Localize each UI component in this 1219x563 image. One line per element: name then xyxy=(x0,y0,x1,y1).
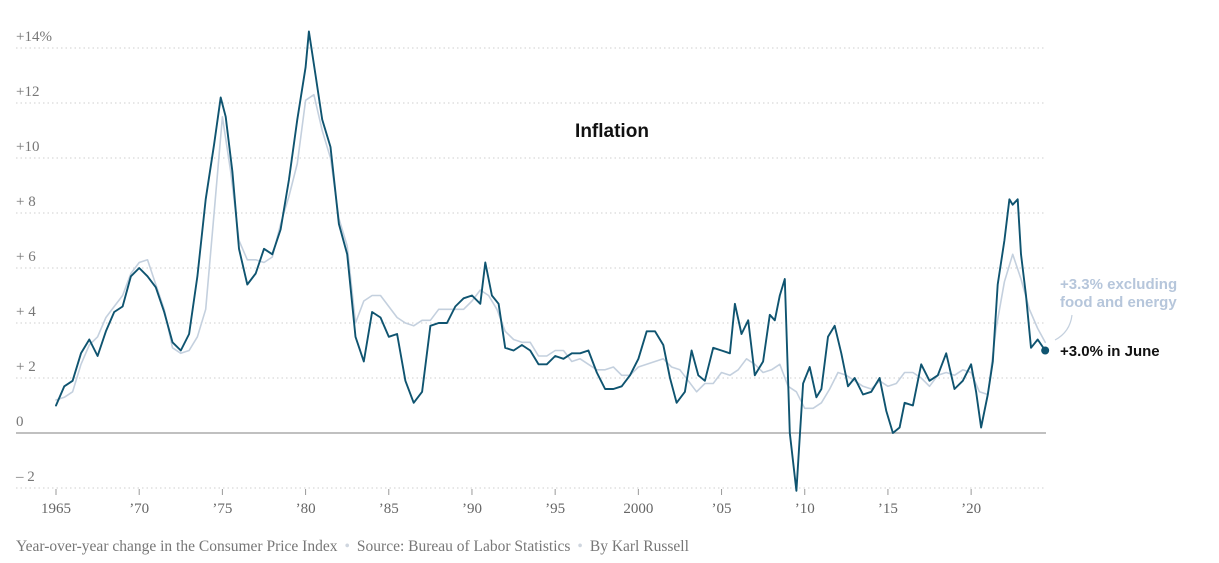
footer-description: Year-over-year change in the Consumer Pr… xyxy=(16,538,338,555)
y-tick-label: – 2 xyxy=(15,469,35,485)
x-tick-label: ’15 xyxy=(878,501,898,517)
y-tick-label: + 4 xyxy=(16,304,36,320)
y-axis-ticks: +14% +12 +10 + 8 + 6 + 4 + 2 0 – 2 xyxy=(15,29,52,485)
core-label-leader xyxy=(1054,314,1073,341)
gridlines xyxy=(16,47,1046,489)
y-tick-label: + 6 xyxy=(16,249,36,265)
y-tick-label: +12 xyxy=(16,84,39,100)
y-tick-label: 0 xyxy=(16,414,24,430)
x-tick-label: ’85 xyxy=(379,501,399,517)
headline-end-dot xyxy=(1041,346,1050,355)
inflation-chart: +14% +12 +10 + 8 + 6 + 4 + 2 0 – 2 1965 ’70 ’75 ’80… xyxy=(15,29,1177,517)
x-tick-label: ’70 xyxy=(129,501,149,517)
x-axis-ticks: 1965 ’70 ’75 ’80 ’85 ’90 ’95 2000 ’05 ’10 ’15 ’20 xyxy=(41,489,981,517)
chart-footer: Year-over-year change in the Consumer Pr… xyxy=(16,538,689,556)
y-tick-label: + 8 xyxy=(16,194,36,210)
x-tick-label: ’90 xyxy=(462,501,482,517)
x-tick-label: ’10 xyxy=(795,501,815,517)
footer-separator: • xyxy=(577,538,583,555)
footer-separator: • xyxy=(344,538,350,555)
y-tick-label: +10 xyxy=(16,139,39,155)
footer-source: Source: Bureau of Labor Statistics xyxy=(356,538,571,555)
x-tick-label: ’05 xyxy=(712,501,732,517)
headline-label: +3.0% in June xyxy=(1060,343,1160,360)
y-tick-label: +14% xyxy=(16,29,52,45)
chart-title: Inflation xyxy=(575,121,649,142)
x-tick-label: ’75 xyxy=(212,501,232,517)
y-tick-label: + 2 xyxy=(16,359,36,375)
x-tick-label: ’95 xyxy=(545,501,565,517)
core-label-line2: food and energy xyxy=(1060,294,1177,311)
x-tick-label: 1965 xyxy=(41,501,71,517)
headline-series-line xyxy=(55,30,1047,492)
x-tick-label: ’20 xyxy=(961,501,981,517)
x-tick-label: ’80 xyxy=(296,501,316,517)
x-tick-label: 2000 xyxy=(623,501,653,517)
footer-byline: By Karl Russell xyxy=(589,538,689,555)
series-layer xyxy=(55,30,1047,492)
core-label-line1: +3.3% excluding xyxy=(1060,276,1177,293)
